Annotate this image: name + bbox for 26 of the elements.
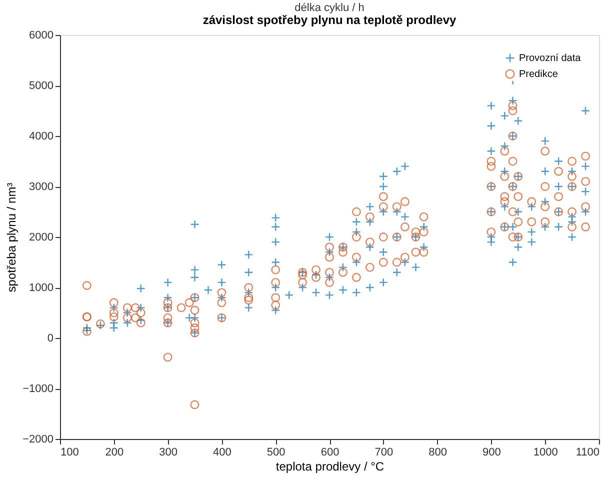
text: délka cyklu / h — [294, 2, 364, 14]
x-tick-label: 300 — [159, 446, 178, 458]
y-tick-label: 0 — [47, 332, 54, 344]
y-tick-label: 2000 — [29, 232, 54, 244]
x-tick-label: 900 — [482, 446, 501, 458]
x-axis-title: teplota prodlevy / °C — [276, 460, 384, 474]
x-tick-label: 400 — [213, 446, 232, 458]
x-tick-label: 1000 — [533, 446, 558, 458]
chart-title: závislost spotřeby plynu na teplotě prodlevy — [202, 13, 457, 27]
y-tick-label: 3000 — [29, 181, 54, 193]
y-axis-title: spotřeba plynu / nm³ — [4, 182, 19, 292]
y-tick-label: 5000 — [29, 80, 54, 92]
y-tick-label: −2000 — [22, 434, 54, 446]
y-tick-label: 6000 — [29, 30, 54, 42]
x-tick-label: 200 — [105, 446, 124, 458]
x-tick-label: 500 — [266, 446, 286, 458]
legend-label: Provozní data — [519, 53, 582, 64]
legend-label: Predikce — [519, 69, 558, 80]
y-tick-label: −1000 — [22, 383, 54, 395]
x-tick-label: 700 — [374, 446, 394, 458]
x-tick-label: 100 — [60, 446, 79, 458]
x-tick-label: 600 — [320, 446, 340, 458]
y-tick-label: 1000 — [29, 282, 54, 294]
x-tick-label: 1100 — [576, 446, 600, 458]
y-tick-label: 4000 — [29, 130, 54, 142]
x-tick-label: 800 — [428, 446, 447, 458]
